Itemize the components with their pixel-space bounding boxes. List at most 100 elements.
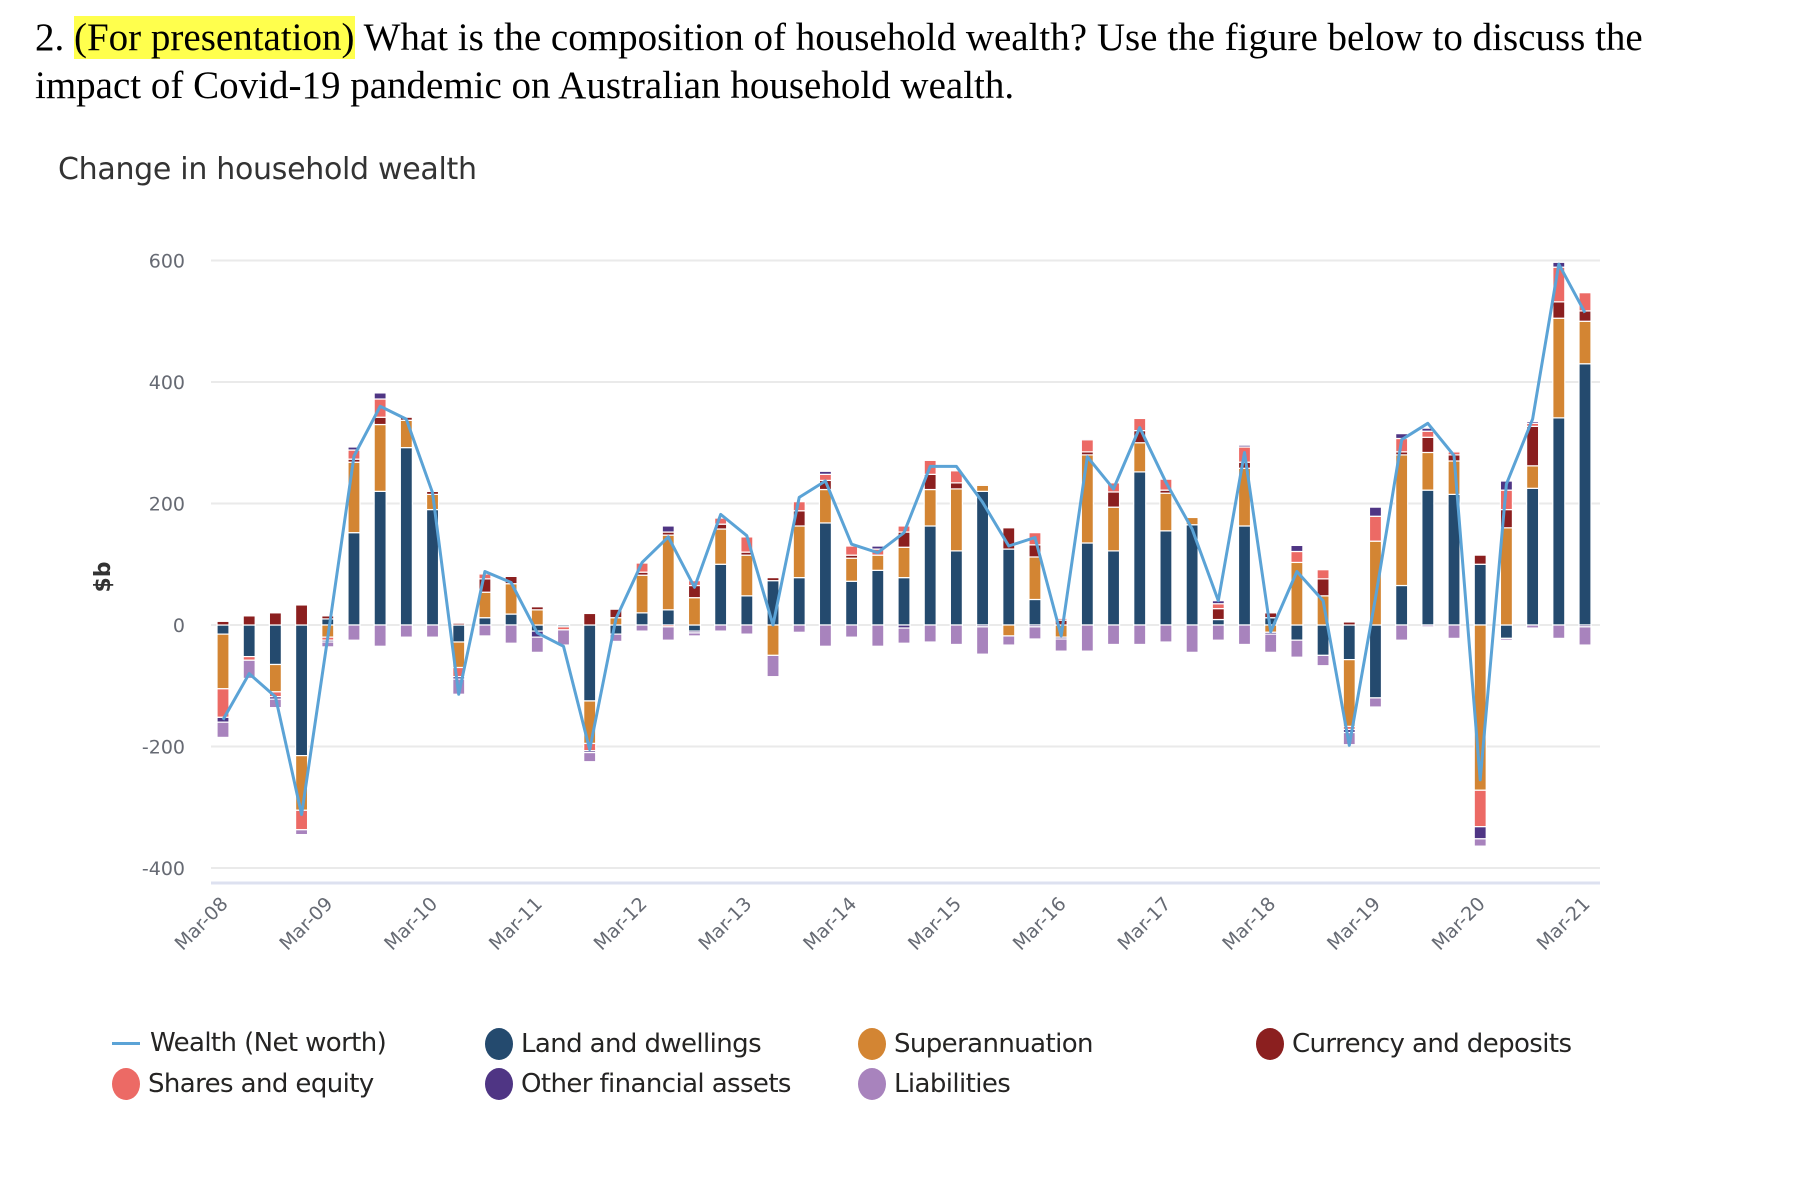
bar-segment-other [556, 623, 571, 626]
bar-segment-currency [583, 612, 597, 626]
bar-segment-land [294, 624, 309, 757]
bar-segment-liabilities [1499, 637, 1514, 641]
bar-segment-land [897, 577, 911, 626]
bar-segment-land [1290, 624, 1304, 641]
bar-segment-land [1421, 489, 1435, 626]
bar-segment-liabilities [347, 624, 361, 641]
y-tick-label: -200 [142, 737, 185, 759]
bar-segment-liabilities [1106, 624, 1121, 646]
bar-segment-liabilities [923, 624, 937, 643]
bar-segment-currency [1316, 578, 1330, 597]
legend-dot-marker-icon [112, 1068, 140, 1100]
bar-segment-land [1080, 542, 1094, 626]
bar-segment-super [740, 554, 754, 597]
bar-stack [1002, 527, 1016, 646]
bar-stack [530, 606, 544, 653]
bar-segment-land [1133, 471, 1147, 626]
bar-segment-liabilities [1264, 633, 1278, 653]
bar-segment-liabilities [1211, 624, 1225, 641]
bar-stack [1526, 420, 1540, 629]
y-tick-label: 600 [149, 251, 185, 273]
bar-segment-super [897, 546, 911, 579]
bar-segment-liabilities [975, 626, 990, 655]
legend-label: Other financial assets [521, 1069, 791, 1099]
bar-segment-super [635, 574, 649, 614]
bar-segment-shares [1290, 550, 1304, 564]
bar-segment-land [1368, 624, 1383, 699]
bar-stack [845, 545, 859, 638]
highlighted-label: (For presentation) [74, 16, 355, 59]
bar-segment-land [1028, 598, 1042, 626]
bar-segment-land [1342, 624, 1356, 661]
bar-segment-currency [216, 620, 230, 626]
bar-stack [661, 525, 675, 641]
bar-stack [399, 416, 413, 638]
bar-segment-super [714, 528, 728, 565]
bar-segment-super [347, 461, 361, 534]
bar-segment-liabilities [740, 624, 754, 635]
bar-segment-land [1526, 487, 1540, 626]
bar-segment-liabilities [1002, 635, 1016, 646]
bar-segment-super [766, 624, 780, 656]
bar-segment-currency [294, 604, 309, 626]
question-number: 2. [35, 16, 65, 59]
bar-segment-liabilities [1028, 626, 1042, 640]
bar-segment-land [216, 624, 230, 635]
bar-segment-liabilities [1578, 626, 1592, 646]
bar-segment-super [1578, 320, 1592, 365]
bar-stack [294, 604, 309, 836]
bar-segment-land [1395, 584, 1409, 626]
x-tick-label: Mar-11 [485, 893, 547, 955]
bar-segment-liabilities [373, 624, 387, 647]
bar-segment-currency [1264, 612, 1278, 619]
bar-segment-currency [1552, 301, 1566, 319]
bar-segment-shares [1368, 515, 1383, 542]
legend-item-liabilities[interactable]: Liabilities [858, 1068, 1011, 1100]
legend-item-shares[interactable]: Shares and equity [112, 1068, 374, 1100]
bar-segment-liabilities [216, 721, 230, 738]
bar-segment-land [452, 624, 466, 643]
bar-stack [714, 517, 728, 632]
bar-stack [1211, 600, 1225, 641]
bar-segment-liabilities [1237, 624, 1252, 646]
bar-segment-super [1028, 556, 1042, 601]
bar-segment-land [1578, 363, 1592, 626]
bar-stack [818, 470, 833, 647]
bar-stack [1185, 516, 1199, 653]
bar-segment-currency [1211, 607, 1225, 621]
legend-item-net_worth[interactable]: Wealth (Net worth) [112, 1028, 387, 1058]
bar-segment-liabilities [766, 654, 780, 678]
bar-segment-other [1368, 506, 1383, 517]
stacked-bars [216, 261, 1592, 847]
legend-item-land[interactable]: Land and dwellings [485, 1028, 762, 1060]
bar-segment-other [504, 574, 518, 577]
bar-segment-land [504, 613, 518, 626]
bar-segment-super [1368, 540, 1383, 626]
bar-segment-liabilities [399, 624, 413, 638]
legend-item-other[interactable]: Other financial assets [485, 1068, 791, 1100]
y-tick-label: 400 [149, 372, 185, 394]
bar-segment-liabilities [242, 659, 256, 680]
bar-segment-currency [949, 482, 963, 490]
legend-item-super[interactable]: Superannuation [858, 1028, 1093, 1060]
bar-segment-liabilities [1447, 624, 1461, 639]
x-tick-label: Mar-16 [1009, 893, 1071, 955]
bar-segment-land [845, 580, 859, 626]
bar-segment-liabilities [897, 627, 911, 644]
x-tick-label: Mar-17 [1113, 893, 1175, 955]
bar-segment-shares [1316, 569, 1330, 580]
bar-segment-land [478, 617, 492, 626]
bar-segment-super [845, 557, 859, 582]
bar-segment-liabilities [425, 624, 440, 638]
y-axis-label: $b [91, 561, 116, 592]
bar-segment-currency [452, 622, 466, 626]
bar-segment-shares [1473, 789, 1487, 828]
bar-segment-liabilities [1133, 624, 1147, 646]
x-tick-label: Mar-18 [1218, 893, 1280, 955]
bar-segment-land [661, 609, 675, 626]
bar-segment-shares [1211, 603, 1225, 610]
bar-segment-other [1447, 450, 1461, 453]
bar-stack [373, 392, 387, 647]
legend-item-currency[interactable]: Currency and deposits [1256, 1028, 1572, 1060]
bar-segment-currency [530, 606, 544, 611]
